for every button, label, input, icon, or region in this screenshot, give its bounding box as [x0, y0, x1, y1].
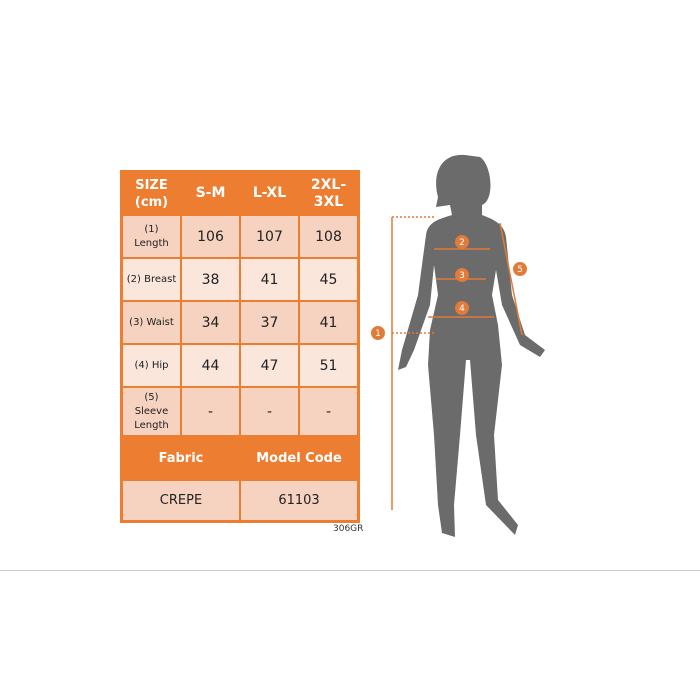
table-row: (2) Breast 38 41 45	[122, 258, 358, 301]
cell: 44	[181, 344, 240, 387]
product-code: 306GR	[333, 524, 364, 534]
cell: 41	[240, 258, 299, 301]
marker-3: 3	[459, 271, 465, 281]
cell: 51	[299, 344, 358, 387]
fabric-value: CREPE	[122, 480, 240, 521]
body-measurement-figure: 1 2 3 4 5	[371, 154, 545, 537]
header-size: SIZE (cm)	[122, 172, 181, 215]
table-row: (1) Length 106 107 108	[122, 215, 358, 258]
cell: 41	[299, 301, 358, 344]
row-label: (3) Waist	[122, 301, 181, 344]
table-row: (4) Hip 44 47 51	[122, 344, 358, 387]
cell: 45	[299, 258, 358, 301]
sleeve-arrow	[499, 222, 523, 336]
model-code-value: 61103	[240, 480, 358, 521]
cell: -	[181, 387, 240, 436]
size-chart-table: SIZE (cm) S-M L-XL 2XL-3XL (1) Length 10…	[120, 170, 360, 523]
cell: -	[299, 387, 358, 436]
divider	[0, 570, 700, 571]
cell: 38	[181, 258, 240, 301]
table-row: (3) Waist 34 37 41	[122, 301, 358, 344]
cell: 107	[240, 215, 299, 258]
marker-2: 2	[459, 238, 465, 248]
fabric-header: Fabric	[122, 436, 240, 480]
model-code-header: Model Code	[240, 436, 358, 480]
cell: 34	[181, 301, 240, 344]
header-s-m: S-M	[181, 172, 240, 215]
cell: 108	[299, 215, 358, 258]
header-2xl-3xl: 2XL-3XL	[299, 172, 358, 215]
cell: 106	[181, 215, 240, 258]
cell: 37	[240, 301, 299, 344]
marker-4: 4	[459, 304, 465, 314]
row-label: (2) Breast	[122, 258, 181, 301]
header-l-xl: L-XL	[240, 172, 299, 215]
row-label: (4) Hip	[122, 344, 181, 387]
table-row: (5) Sleeve Length - - -	[122, 387, 358, 436]
row-label: (1) Length	[122, 215, 181, 258]
silhouette	[398, 154, 545, 537]
marker-1: 1	[375, 329, 381, 339]
marker-5: 5	[517, 265, 523, 275]
cell: -	[240, 387, 299, 436]
row-label: (5) Sleeve Length	[122, 387, 181, 436]
cell: 47	[240, 344, 299, 387]
